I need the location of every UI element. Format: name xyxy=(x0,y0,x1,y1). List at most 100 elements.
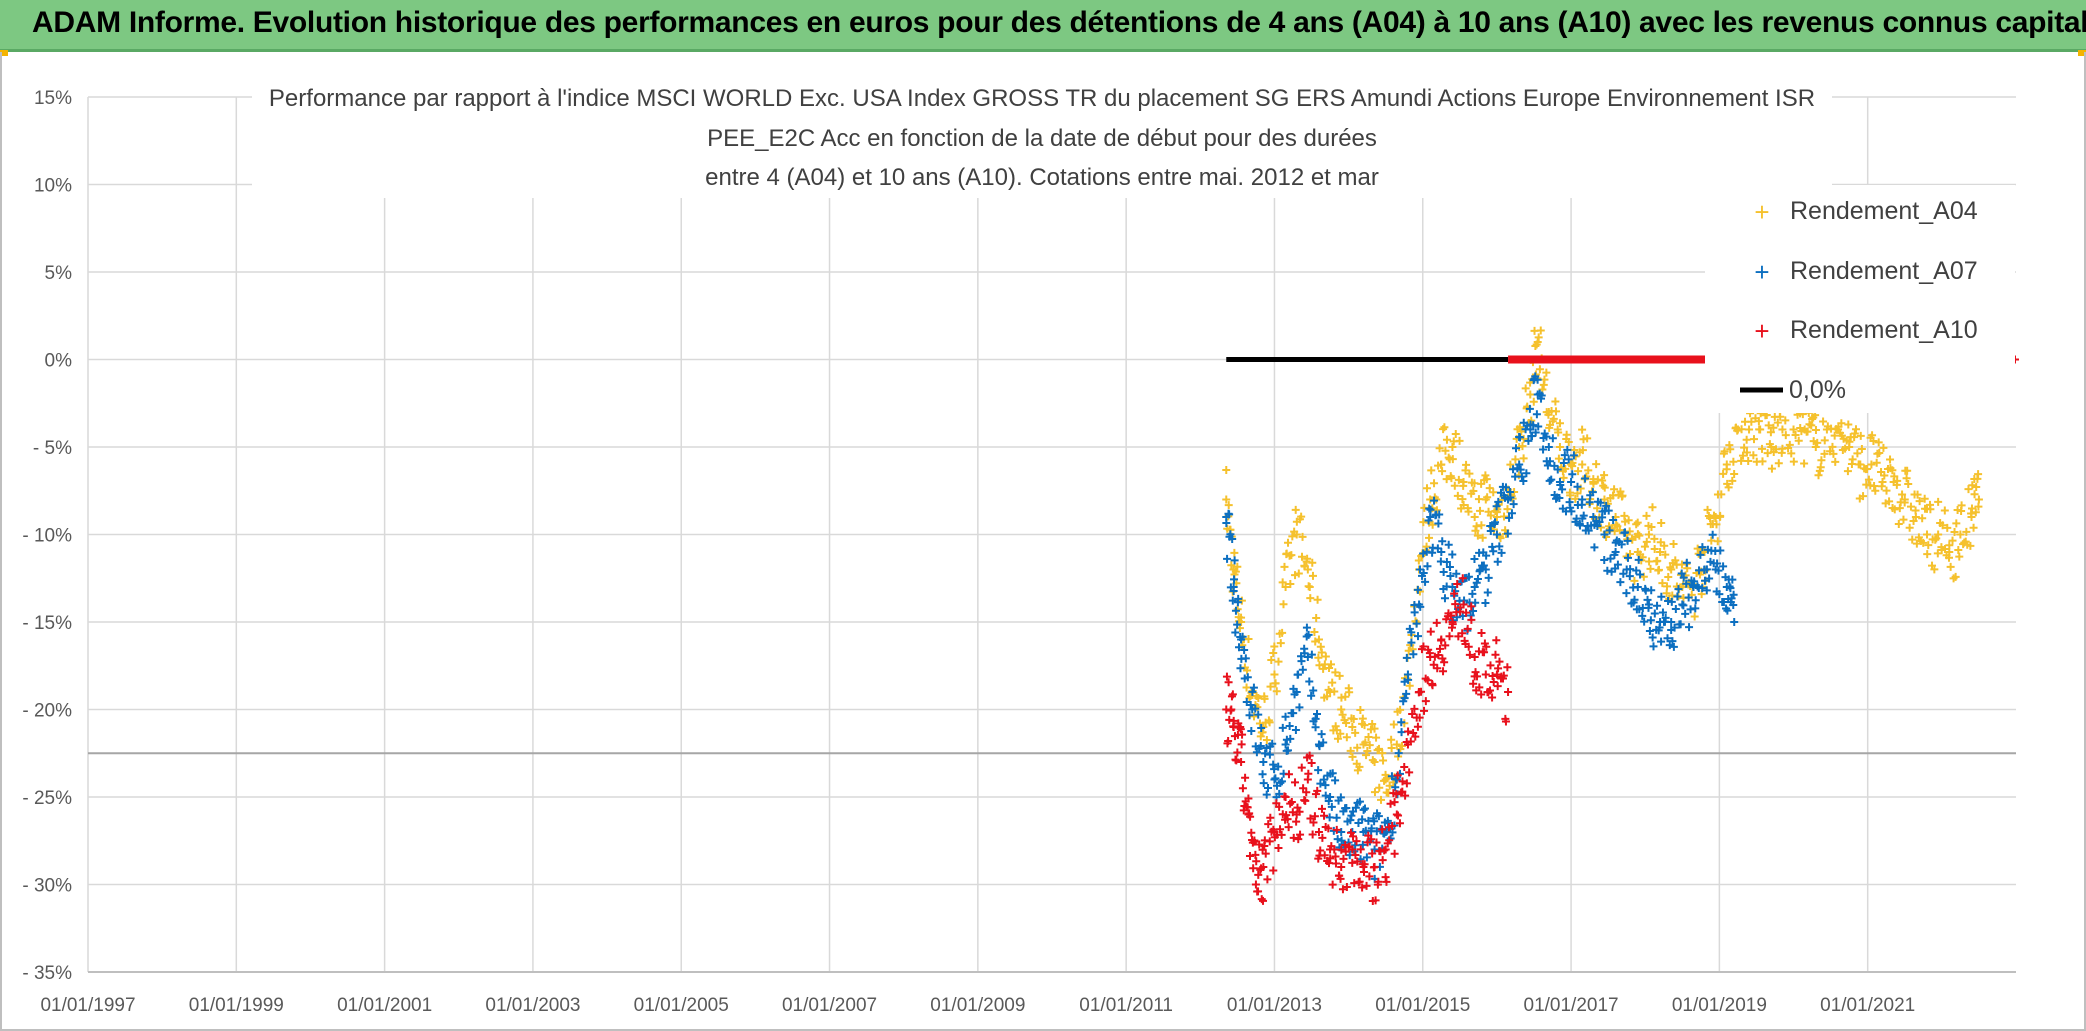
data-point-cloud xyxy=(1657,637,1666,646)
data-point-cloud xyxy=(1588,488,1597,497)
data-point-cloud xyxy=(1698,584,1707,593)
data-point-cloud xyxy=(1814,471,1823,480)
data-point-cloud xyxy=(1919,538,1928,547)
data-point-cloud xyxy=(1374,877,1383,886)
data-point-cloud xyxy=(1534,422,1543,431)
data-point-cloud xyxy=(1555,494,1564,503)
data-point-cloud xyxy=(1534,333,1543,342)
data-point-cloud xyxy=(1667,597,1676,606)
data-point-cloud xyxy=(1551,397,1560,406)
data-point-cloud xyxy=(1310,627,1319,636)
data-point xyxy=(1281,740,1290,749)
data-point-cloud xyxy=(1435,644,1444,653)
data-point-cloud xyxy=(1300,562,1309,571)
data-point-cloud xyxy=(1451,430,1460,439)
data-point xyxy=(1745,425,1754,434)
data-point-cloud xyxy=(1229,716,1238,725)
data-point-cloud xyxy=(1545,476,1554,485)
chart-title-line-2: PEE_E2C Acc en fonction de la date de dé… xyxy=(707,125,1377,152)
data-point-cloud xyxy=(1317,648,1326,657)
data-point-cloud xyxy=(1293,803,1302,812)
data-point-cloud xyxy=(1231,567,1240,576)
data-point-cloud xyxy=(1854,460,1863,469)
data-point-cloud xyxy=(1974,470,1983,479)
data-point-cloud xyxy=(1409,650,1418,659)
data-point-cloud xyxy=(1848,455,1857,464)
data-point-cloud xyxy=(1820,449,1829,458)
data-point-cloud xyxy=(1370,817,1379,826)
data-point-cloud xyxy=(1640,542,1649,551)
data-point xyxy=(1392,740,1401,749)
legend-item-a10: + Rendement_A10 xyxy=(1754,316,1977,346)
data-point-cloud xyxy=(1291,725,1300,734)
data-point xyxy=(1281,583,1290,591)
data-point-cloud xyxy=(1688,581,1697,590)
data-point-cloud xyxy=(1297,657,1306,666)
data-point-cloud xyxy=(1549,414,1558,423)
data-point-cloud xyxy=(1413,722,1422,731)
data-point-cloud xyxy=(1616,578,1625,587)
data-point-cloud xyxy=(1355,797,1364,806)
data-point-cloud xyxy=(1331,668,1340,677)
data-point-cloud xyxy=(1654,565,1663,574)
data-point-cloud xyxy=(1494,497,1503,506)
data-point-cloud xyxy=(1356,705,1365,714)
data-point-cloud xyxy=(1658,579,1667,588)
data-point-cloud xyxy=(1532,410,1541,419)
data-point-cloud xyxy=(1646,564,1655,573)
y-tick-label: - 15% xyxy=(22,613,72,634)
data-point-cloud xyxy=(1682,558,1691,567)
data-point-cloud xyxy=(1767,464,1776,473)
data-point-cloud xyxy=(1702,565,1711,574)
data-point-cloud xyxy=(1402,689,1411,698)
data-point-cloud xyxy=(1336,793,1345,802)
data-point xyxy=(1448,443,1457,451)
data-point-cloud xyxy=(1447,474,1456,483)
data-point-cloud xyxy=(1424,516,1433,525)
data-point-cloud xyxy=(1646,616,1655,625)
data-point-cloud xyxy=(1828,442,1837,451)
series-rendement-a07 xyxy=(1222,372,1739,883)
data-point-cloud xyxy=(1319,738,1328,747)
data-point-cloud xyxy=(1313,709,1321,718)
data-point-cloud xyxy=(1225,510,1234,519)
data-point-cloud xyxy=(1669,539,1678,548)
data-point-cloud xyxy=(1297,763,1306,772)
data-point-cloud xyxy=(1888,466,1897,475)
data-point-cloud xyxy=(1331,722,1340,731)
data-point-cloud xyxy=(1454,475,1463,484)
data-point-cloud xyxy=(1785,440,1794,449)
data-point-cloud xyxy=(1358,883,1367,892)
data-point xyxy=(1567,478,1576,486)
data-point-cloud xyxy=(1224,501,1233,510)
data-point-cloud xyxy=(1440,594,1449,603)
data-point-cloud xyxy=(1677,569,1686,578)
data-point-cloud xyxy=(1414,632,1423,641)
data-point-cloud xyxy=(1488,672,1497,681)
data-point-cloud xyxy=(1271,679,1280,688)
data-point-cloud xyxy=(1278,723,1287,732)
data-point-cloud xyxy=(1302,623,1311,632)
data-point-cloud xyxy=(1236,725,1245,734)
data-point-cloud xyxy=(1606,554,1615,563)
data-point-cloud xyxy=(1333,835,1342,844)
data-point-cloud xyxy=(1515,433,1524,442)
data-point-cloud xyxy=(1247,828,1256,837)
data-point-cloud xyxy=(1519,434,1528,443)
data-point-cloud xyxy=(1257,864,1266,873)
data-point-cloud xyxy=(1872,458,1881,467)
data-point-cloud xyxy=(1502,483,1510,492)
data-point xyxy=(1492,530,1501,539)
data-point-cloud xyxy=(1316,846,1325,855)
data-point-cloud xyxy=(1368,720,1377,729)
data-point-cloud xyxy=(1515,423,1524,432)
data-point-cloud xyxy=(1402,779,1411,788)
data-point-cloud xyxy=(1829,449,1838,458)
data-point-cloud xyxy=(1383,774,1392,783)
data-point-cloud xyxy=(1657,518,1666,527)
data-point-cloud xyxy=(1448,620,1457,629)
data-point-cloud xyxy=(1362,751,1371,760)
data-point-cloud xyxy=(1291,571,1300,580)
data-point-cloud xyxy=(1400,694,1409,703)
data-point-cloud xyxy=(1453,491,1462,500)
